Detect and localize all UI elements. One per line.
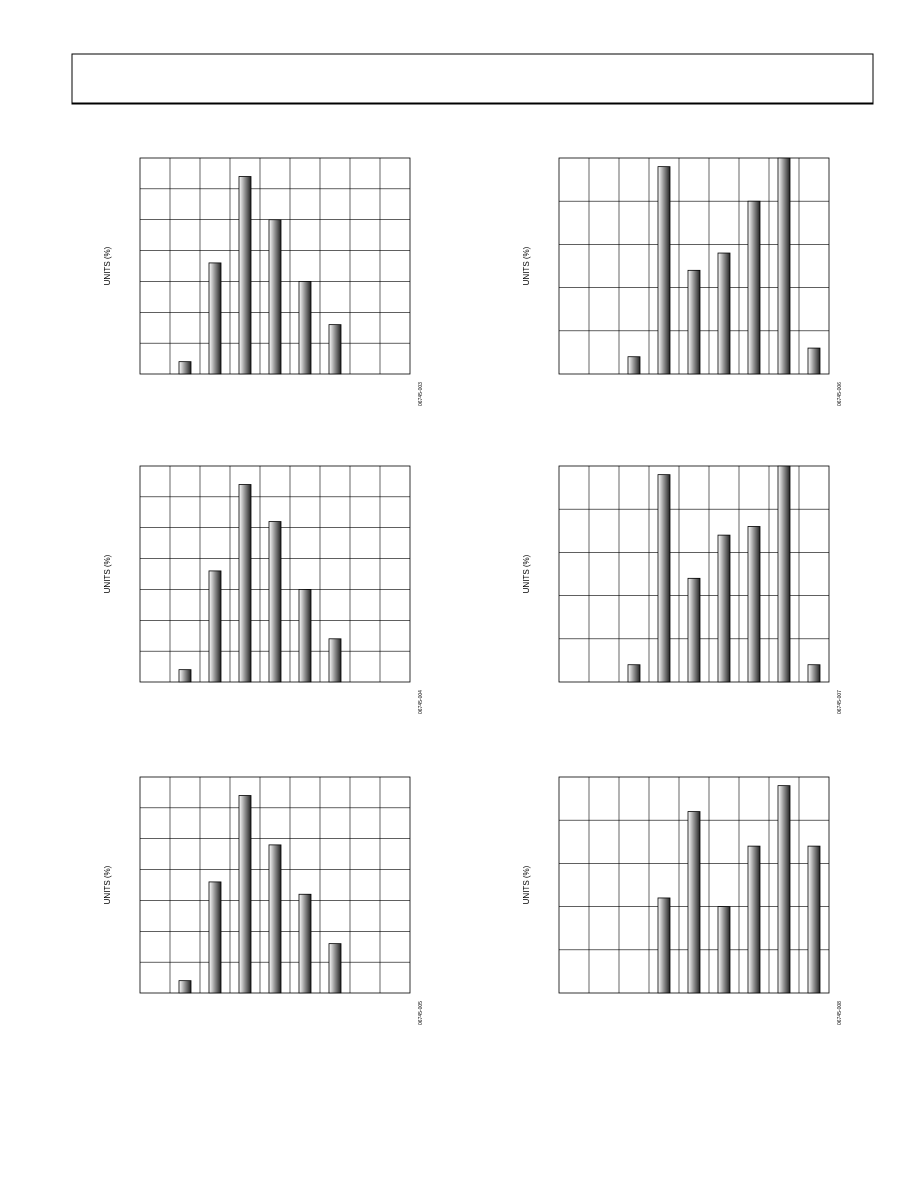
chart: UNITS (%) 06745-003 [103,157,424,406]
bar [298,893,312,994]
bar [717,534,731,683]
bar [777,157,791,375]
figure-id: 06745-003 [418,382,424,406]
bar [807,664,821,683]
bar [298,589,312,683]
y-axis-label: UNITS (%) [103,865,112,904]
bar [238,484,252,683]
bar [777,465,791,683]
bar [178,980,192,994]
bar [268,844,282,994]
chart: UNITS (%) 06745-006 [522,157,843,406]
header-box [71,53,874,105]
chart: UNITS (%) 06745-007 [522,465,843,714]
y-axis-label: UNITS (%) [103,554,112,593]
bar [298,281,312,375]
bar [657,474,671,683]
bar [747,200,761,375]
figure-id: 06745-006 [837,382,843,406]
bar [208,881,222,994]
bar [657,166,671,375]
y-axis-label: UNITS (%) [522,865,531,904]
chart: UNITS (%) 06745-005 [103,776,424,1025]
bar [687,269,701,375]
y-axis-label: UNITS (%) [103,246,112,285]
bar [717,252,731,375]
bar [268,219,282,375]
chart: UNITS (%) 06745-008 [522,776,843,1025]
bar [687,577,701,683]
bar [807,845,821,994]
bar [657,897,671,994]
bar [627,356,641,375]
bar [178,669,192,683]
bar [328,638,342,683]
bar [627,664,641,683]
bar [717,906,731,994]
bar [807,347,821,375]
chart: UNITS (%) 06745-004 [103,465,424,714]
bar [208,570,222,683]
bar [687,811,701,994]
figure-id: 06745-008 [837,1001,843,1025]
bar [777,785,791,994]
figure-id: 06745-007 [837,690,843,714]
bar [747,845,761,994]
figure-id: 06745-004 [418,690,424,714]
bar [268,521,282,683]
figure-id: 06745-005 [418,1001,424,1025]
y-axis-label: UNITS (%) [522,246,531,285]
bar [208,262,222,375]
bar [238,795,252,994]
bar [238,176,252,375]
bar [328,324,342,375]
bar [328,943,342,994]
bar [747,526,761,683]
bar [178,361,192,375]
y-axis-label: UNITS (%) [522,554,531,593]
